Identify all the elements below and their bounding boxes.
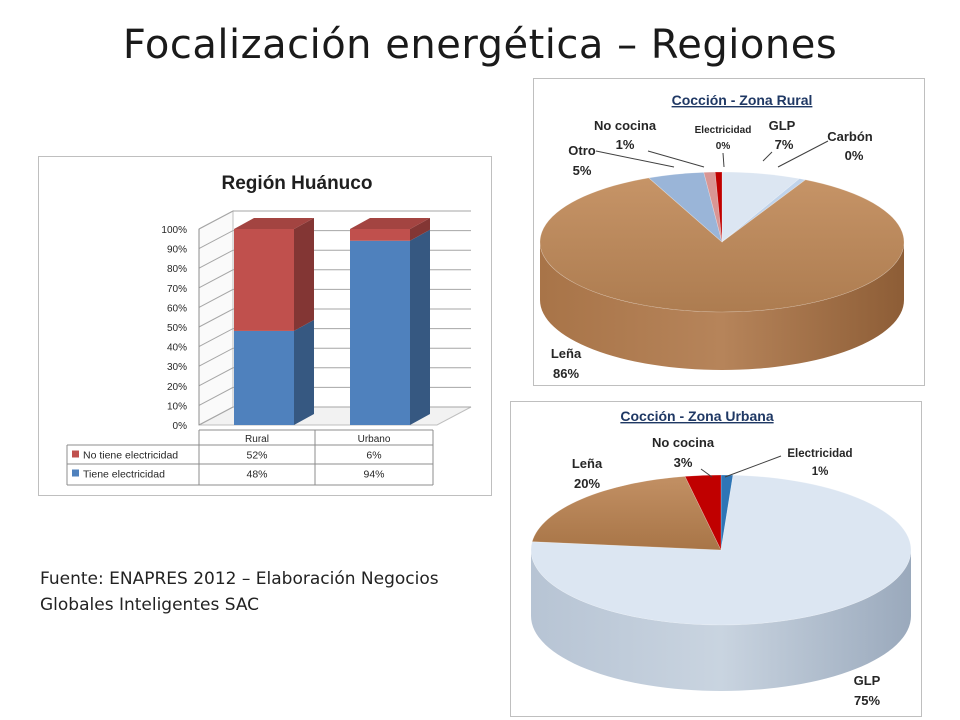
slice-label-value: 20% <box>574 476 600 491</box>
slice-label-value: 1% <box>812 466 829 478</box>
pie-slice-leña <box>539 177 905 313</box>
slice-label-name: Otro <box>568 143 596 158</box>
x-category-label: Rural <box>245 434 269 445</box>
pie-slice-glp <box>721 171 801 243</box>
slice-label-name: Electricidad <box>695 125 752 136</box>
bar-chart: Región Huánuco 0% 10% 20% 30% 40% 50% 60% 70% 80%… <box>66 173 472 486</box>
bar-chart-title: Región Huánuco <box>222 173 373 194</box>
data-label: 6% <box>366 450 381 462</box>
leader-line <box>762 151 773 162</box>
legend-key <box>72 469 79 477</box>
pie-slice-leña <box>531 476 722 551</box>
leader-line <box>595 150 675 168</box>
urban-pie-panel: Cocción - Zona Urbana Electricidad 1% No co… <box>510 401 922 717</box>
slice-label-name: No cocina <box>594 118 657 133</box>
source-line-1: Fuente: ENAPRES 2012 – Elaboración Negoc… <box>40 569 439 589</box>
bar-segment-side <box>294 218 314 331</box>
y-tick-label: 50% <box>167 323 187 334</box>
slice-label-value: 7% <box>775 137 794 152</box>
y-tick-label: 70% <box>167 284 187 295</box>
slice-label-name: Leña <box>572 456 603 471</box>
leader-line <box>777 140 829 168</box>
bar-segment-side <box>410 218 430 241</box>
leader-line <box>647 150 705 168</box>
pie-slice-side <box>540 242 904 370</box>
urban-pie-chart: Cocción - Zona Urbana Electricidad 1% No co… <box>530 408 912 708</box>
slice-label-name: Leña <box>551 346 582 361</box>
pie-slice-glp <box>530 474 912 626</box>
slide-title: Focalización energética – Regiones <box>122 22 838 68</box>
bar-segment-front <box>234 330 294 425</box>
data-label: 94% <box>363 469 384 481</box>
y-tick-label: 40% <box>167 343 187 354</box>
rural-pie-title: Cocción - Zona Rural <box>672 92 813 108</box>
slice-label-value: 3% <box>674 455 693 470</box>
y-tick-label: 60% <box>167 303 187 314</box>
slice-label-value: 0% <box>716 141 731 152</box>
slice-label-value: 86% <box>553 366 579 381</box>
slice-label-value: 0% <box>845 148 864 163</box>
slice-label-value: 5% <box>573 163 592 178</box>
leader-line <box>700 468 713 478</box>
bar-chart-panel: Región Huánuco 0% 10% 20% 30% 40% 50% 60% 70% 80%… <box>38 156 492 496</box>
slice-label-name: Carbón <box>827 129 873 144</box>
legend-key <box>72 450 79 458</box>
data-table <box>66 429 434 486</box>
slice-label-name: GLP <box>769 118 796 133</box>
x-category-label: Urbano <box>358 434 391 445</box>
slice-label-name: Electricidad <box>787 448 852 460</box>
source-line-2: Globales Inteligentes SAC <box>40 595 260 615</box>
bar-segment-top <box>350 218 430 229</box>
bar-segment-side <box>410 229 430 425</box>
leader-line <box>722 152 725 168</box>
pie-slice-electricidad <box>714 171 723 243</box>
source-note: Fuente: ENAPRES 2012 – Elaboración Negoc… <box>40 566 510 618</box>
pie-slice-no-cocina <box>703 171 723 243</box>
slice-label-name: GLP <box>854 673 881 688</box>
gridline <box>198 210 471 230</box>
y-tick-label: 90% <box>167 245 187 256</box>
pie-slice-electricidad <box>720 474 734 551</box>
y-tick-label: 80% <box>167 264 187 275</box>
legend-label: Tiene electricidad <box>83 469 165 481</box>
data-label: 52% <box>246 450 267 462</box>
bar-segment-front <box>350 240 410 425</box>
slice-label-value: 75% <box>854 693 880 708</box>
rural-pie-panel: Cocción - Zona Rural GLP 7% Carbón 0% Electri… <box>533 78 925 386</box>
pie-slice-carbón <box>721 178 807 243</box>
bar-segment-side <box>294 319 314 425</box>
leader-line <box>724 455 782 478</box>
pie-slice-otro <box>648 172 723 243</box>
legend-label: No tiene electricidad <box>83 450 178 462</box>
pie-slice-side <box>531 550 911 691</box>
bar-segment-front <box>234 229 294 331</box>
rural-pie-chart: Cocción - Zona Rural GLP 7% Carbón 0% Electri… <box>539 92 905 381</box>
y-tick-label: 0% <box>173 421 188 432</box>
bar-segment-top <box>234 218 314 229</box>
y-tick-label: 100% <box>161 225 187 236</box>
bar-segment-front <box>350 229 410 241</box>
slice-label-value: 1% <box>616 137 635 152</box>
y-tick-label: 20% <box>167 382 187 393</box>
y-tick-label: 30% <box>167 362 187 373</box>
data-label: 48% <box>246 469 267 481</box>
urban-pie-title: Cocción - Zona Urbana <box>620 408 773 424</box>
y-tick-label: 10% <box>167 401 187 412</box>
slice-label-name: No cocina <box>652 435 715 450</box>
pie-slice-no-cocina <box>684 474 722 551</box>
